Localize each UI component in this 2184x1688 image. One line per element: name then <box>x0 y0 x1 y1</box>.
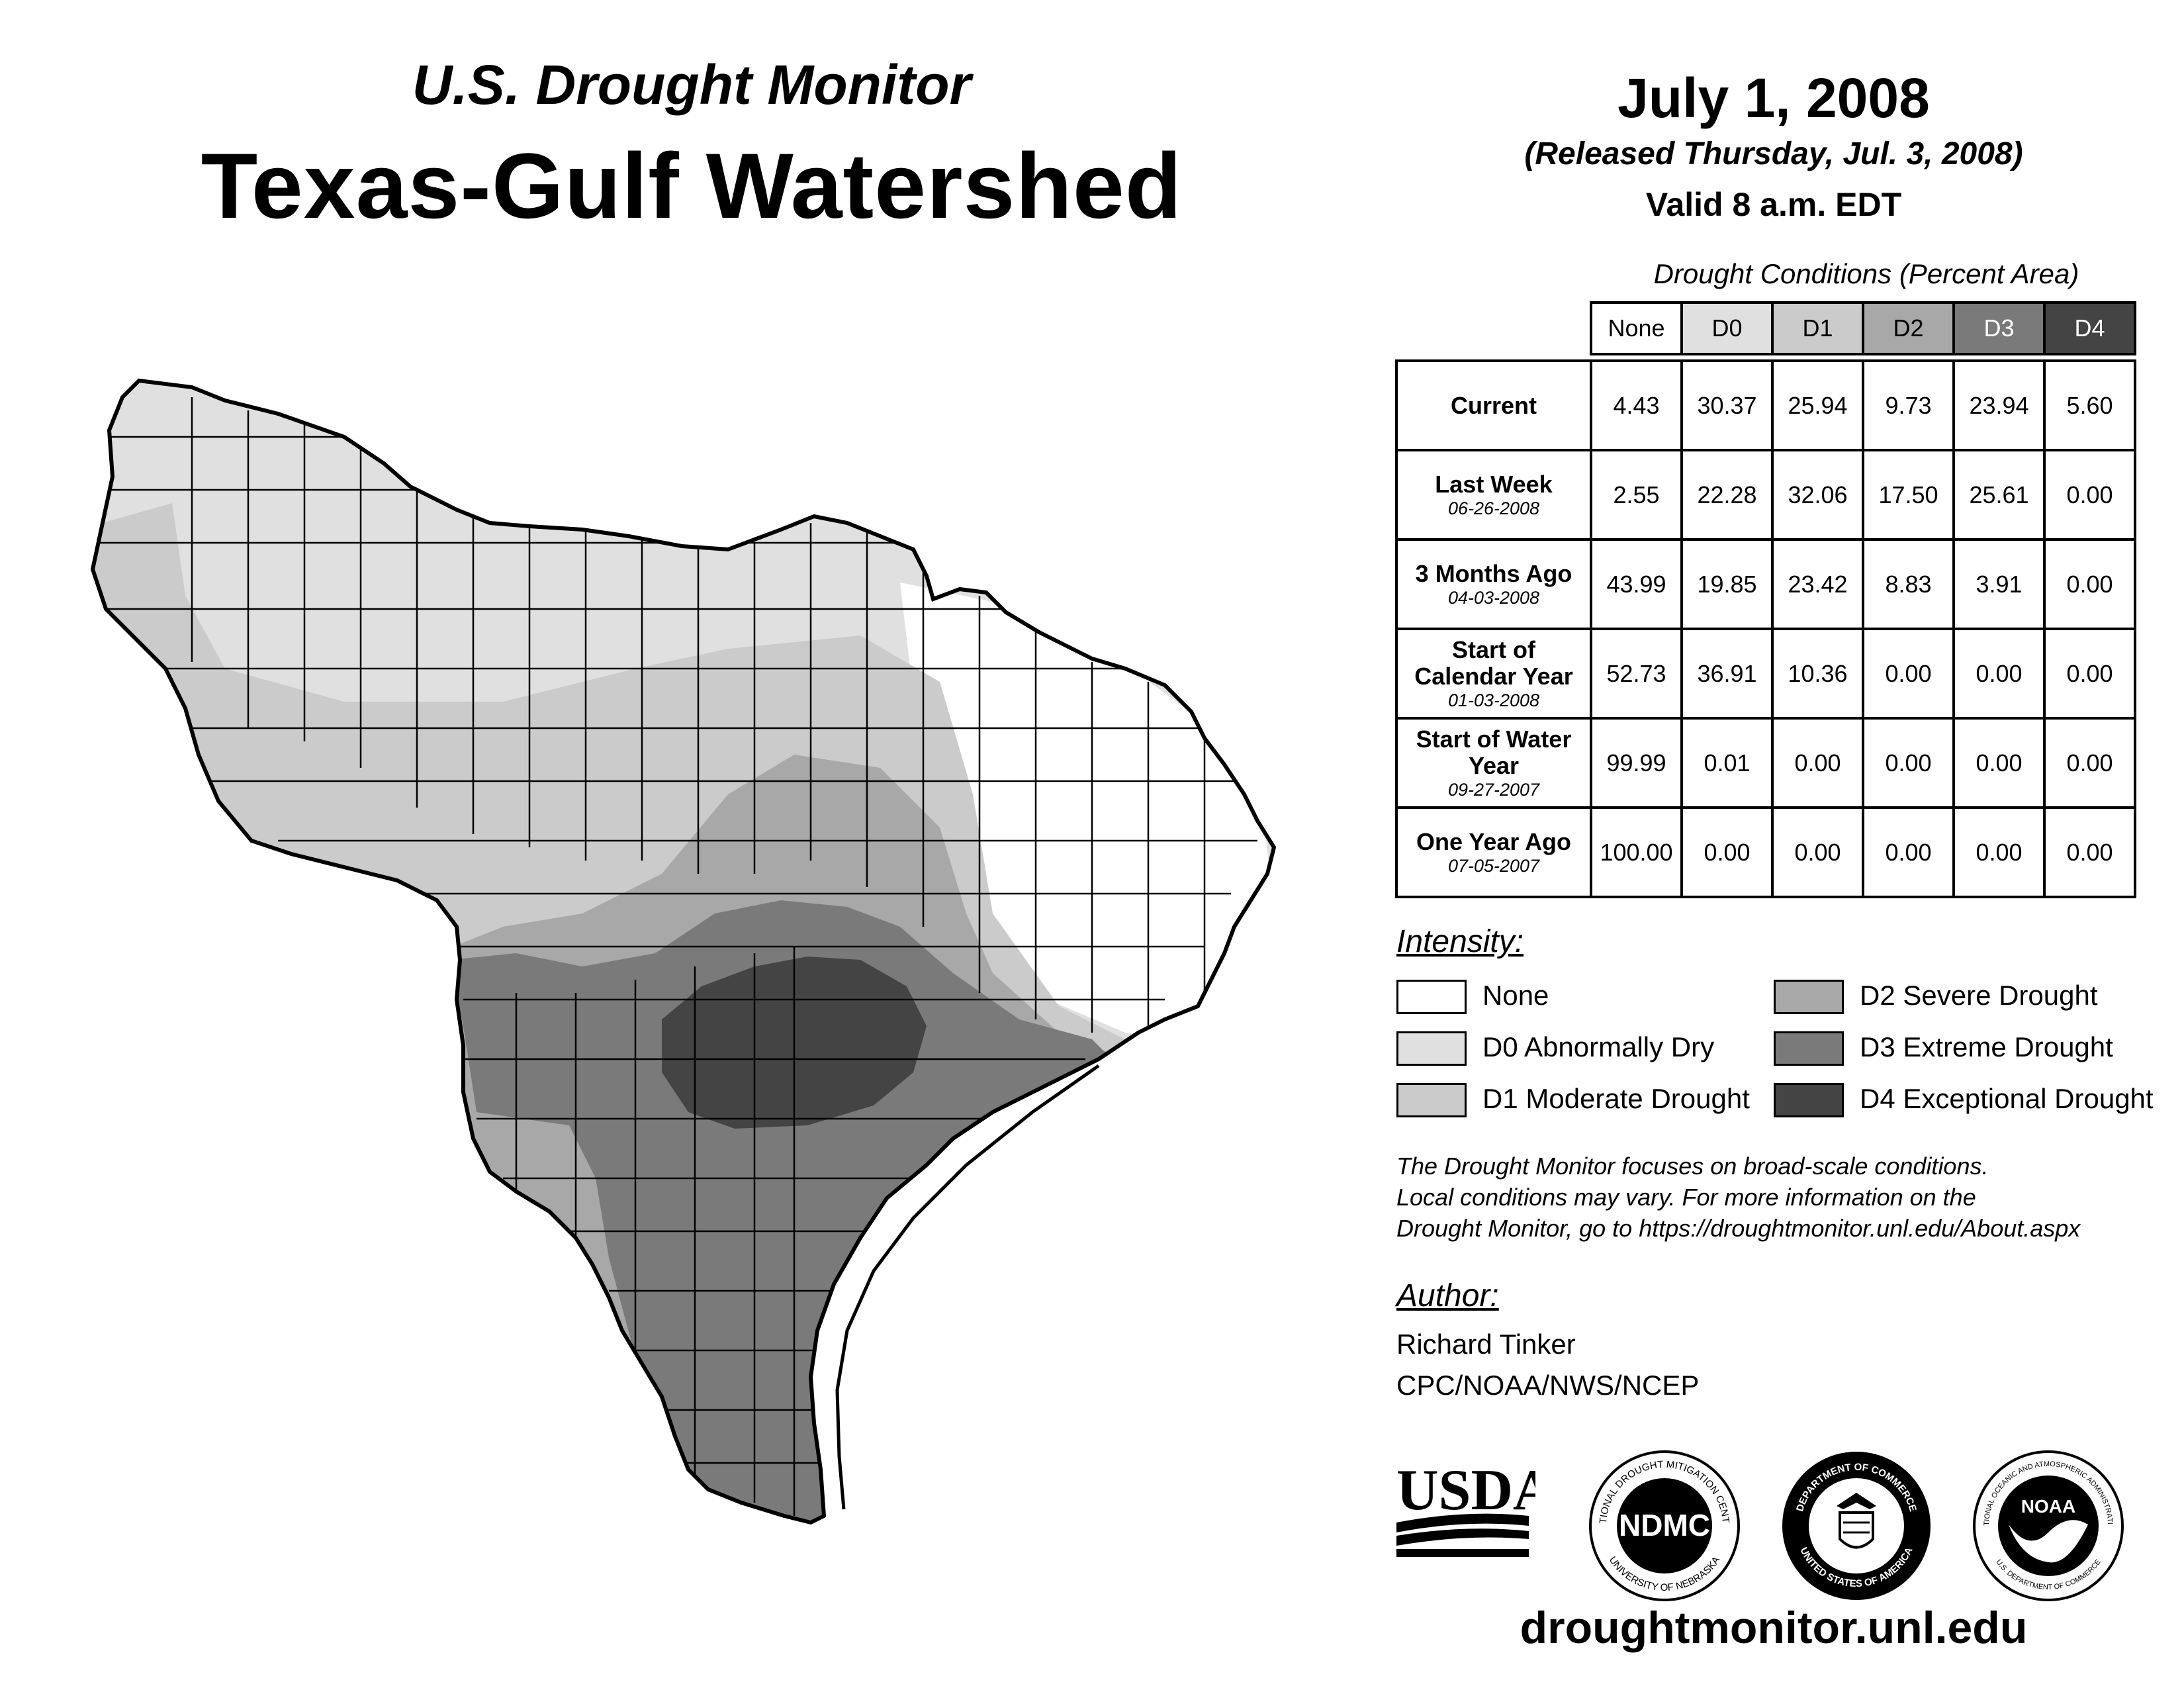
table-cell: 30.37 <box>1680 359 1774 451</box>
legend-swatch <box>1396 980 1467 1014</box>
row-date: 04-03-2008 <box>1447 587 1540 608</box>
table-cell: 32.06 <box>1771 449 1864 541</box>
table-cell: 5.60 <box>2043 359 2136 451</box>
table-cell: 0.00 <box>1952 717 2046 809</box>
column-header: D1 <box>1771 301 1864 355</box>
legend-label: D1 Moderate Drought <box>1482 1083 1750 1114</box>
legend-swatch <box>1396 1031 1467 1066</box>
legend-swatch <box>1396 1083 1467 1117</box>
table-cell: 0.00 <box>2043 717 2136 809</box>
drought-map <box>90 378 1277 1525</box>
legend-label: D4 Exceptional Drought <box>1860 1083 2154 1114</box>
table-cell: 0.00 <box>1771 806 1864 898</box>
table-cell: 0.00 <box>1862 717 1955 809</box>
table-cell: 0.00 <box>2043 449 2136 541</box>
table-cell: 25.94 <box>1771 359 1864 451</box>
row-label: Current <box>1450 391 1537 419</box>
table-cell: 0.00 <box>1680 806 1774 898</box>
table-cell: 10.36 <box>1771 628 1864 720</box>
table-cell: 0.01 <box>1680 717 1774 809</box>
legend-title: Intensity: <box>1396 924 1524 959</box>
row-date: 07-05-2007 <box>1447 855 1540 876</box>
legend-label: D2 Severe Drought <box>1860 980 2098 1011</box>
usda-logo: USDA <box>1396 1458 1535 1557</box>
row-label: One Year Ago <box>1416 827 1572 855</box>
row-date: 01-03-2008 <box>1447 690 1540 710</box>
row-label: Start of Calendar Year <box>1414 635 1573 690</box>
row-label: Start of Water Year <box>1416 725 1572 779</box>
table-cell: 8.83 <box>1862 538 1955 630</box>
table-row: Start of Water Year 09-27-2007 99.99 0.01… <box>1395 717 2136 809</box>
noaa-logo: NATIONAL OCEANIC AND ATMOSPHERIC ADMINIS… <box>1969 1446 2124 1601</box>
map-subtitle: U.S. Drought Monitor <box>412 54 972 116</box>
author-heading: Author: <box>1396 1278 1499 1313</box>
table-cell: 23.94 <box>1952 359 2046 451</box>
table-cell: 2.55 <box>1590 449 1683 541</box>
drought-conditions-table: None D0 D1 D2 D3 D4 Current 4.43 30.37 2… <box>1395 301 2136 898</box>
table-row: Start of Calendar Year 01-03-2008 52.73 3… <box>1395 628 2136 720</box>
row-label: 3 Months Ago <box>1415 559 1572 587</box>
valid-time: Valid 8 a.m. EDT <box>1645 186 1902 223</box>
map-date: July 1, 2008 <box>1617 67 1930 129</box>
commerce-seal-logo: DEPARTMENT OF COMMERCE UNITED STATES OF … <box>1782 1452 1931 1600</box>
table-cell: 3.91 <box>1952 538 2046 630</box>
note-line: Local conditions may vary. For more info… <box>1396 1184 1976 1211</box>
table-cell: 23.42 <box>1771 538 1864 630</box>
author-name: Richard Tinker <box>1396 1329 1576 1360</box>
table-cell: 0.00 <box>2043 538 2136 630</box>
author-block: Richard Tinker CPC/NOAA/NWS/NCEP <box>1396 1324 1699 1406</box>
table-cell: 36.91 <box>1680 628 1774 720</box>
table-cell: 19.85 <box>1680 538 1774 630</box>
column-header: D2 <box>1862 301 1955 355</box>
legend-label: None <box>1482 980 1549 1011</box>
usda-text: USDA <box>1396 1458 1535 1523</box>
table-row: Last Week 06-26-2008 2.55 22.28 32.06 17.… <box>1395 449 2136 541</box>
table-row: One Year Ago 07-05-2007 100.00 0.00 0.00 … <box>1395 806 2136 898</box>
table-cell: 52.73 <box>1590 628 1683 720</box>
table-cell: 0.00 <box>2043 628 2136 720</box>
row-date: 09-27-2007 <box>1447 779 1540 800</box>
row-label: Last Week <box>1435 470 1553 498</box>
table-caption: Drought Conditions (Percent Area) <box>1653 258 2079 289</box>
note-line: The Drought Monitor focuses on broad-sca… <box>1396 1152 1989 1180</box>
column-header: None <box>1590 301 1683 355</box>
table-row: Current 4.43 30.37 25.94 9.73 23.94 5.60 <box>1395 359 2136 451</box>
legend-label: D3 Extreme Drought <box>1860 1031 2113 1062</box>
ndmc-logo: NATIONAL DROUGHT MITIGATION CENTER UNIVE… <box>1585 1446 1740 1601</box>
note-line: Drought Monitor, go to https://droughtmo… <box>1396 1215 2081 1242</box>
legend-swatch <box>1774 980 1844 1014</box>
table-cell: 4.43 <box>1590 359 1683 451</box>
table-cell: 100.00 <box>1590 806 1683 898</box>
table-cell: 25.61 <box>1952 449 2046 541</box>
table-cell: 99.99 <box>1590 717 1683 809</box>
legend-label: D0 Abnormally Dry <box>1482 1031 1715 1062</box>
table-cell: 9.73 <box>1862 359 1955 451</box>
ndmc-text: NDMC <box>1619 1508 1710 1542</box>
column-header: D3 <box>1952 301 2046 355</box>
table-cell: 43.99 <box>1590 538 1683 630</box>
footer-url[interactable]: droughtmonitor.unl.edu <box>1520 1603 2028 1653</box>
table-cell: 0.00 <box>1952 806 2046 898</box>
disclaimer-note: The Drought Monitor focuses on broad-sca… <box>1396 1150 2177 1244</box>
table-cell: 0.00 <box>1952 628 2046 720</box>
release-date: (Released Thursday, Jul. 3, 2008) <box>1524 136 2023 171</box>
table-cell: 0.00 <box>1771 717 1864 809</box>
noaa-text: NOAA <box>2021 1496 2075 1517</box>
table-cell: 17.50 <box>1862 449 1955 541</box>
column-header: D4 <box>2043 301 2136 355</box>
table-cell: 0.00 <box>1862 628 1955 720</box>
table-row: 3 Months Ago 04-03-2008 43.99 19.85 23.42… <box>1395 538 2136 630</box>
row-date: 06-26-2008 <box>1447 498 1540 518</box>
table-cell: 22.28 <box>1680 449 1774 541</box>
map-title: Texas-Gulf Watershed <box>201 134 1183 238</box>
author-org: CPC/NOAA/NWS/NCEP <box>1396 1370 1700 1401</box>
legend-swatch <box>1774 1083 1844 1117</box>
legend-swatch <box>1774 1031 1844 1066</box>
table-cell: 0.00 <box>1862 806 1955 898</box>
table-cell: 0.00 <box>2043 806 2136 898</box>
column-header: D0 <box>1680 301 1774 355</box>
